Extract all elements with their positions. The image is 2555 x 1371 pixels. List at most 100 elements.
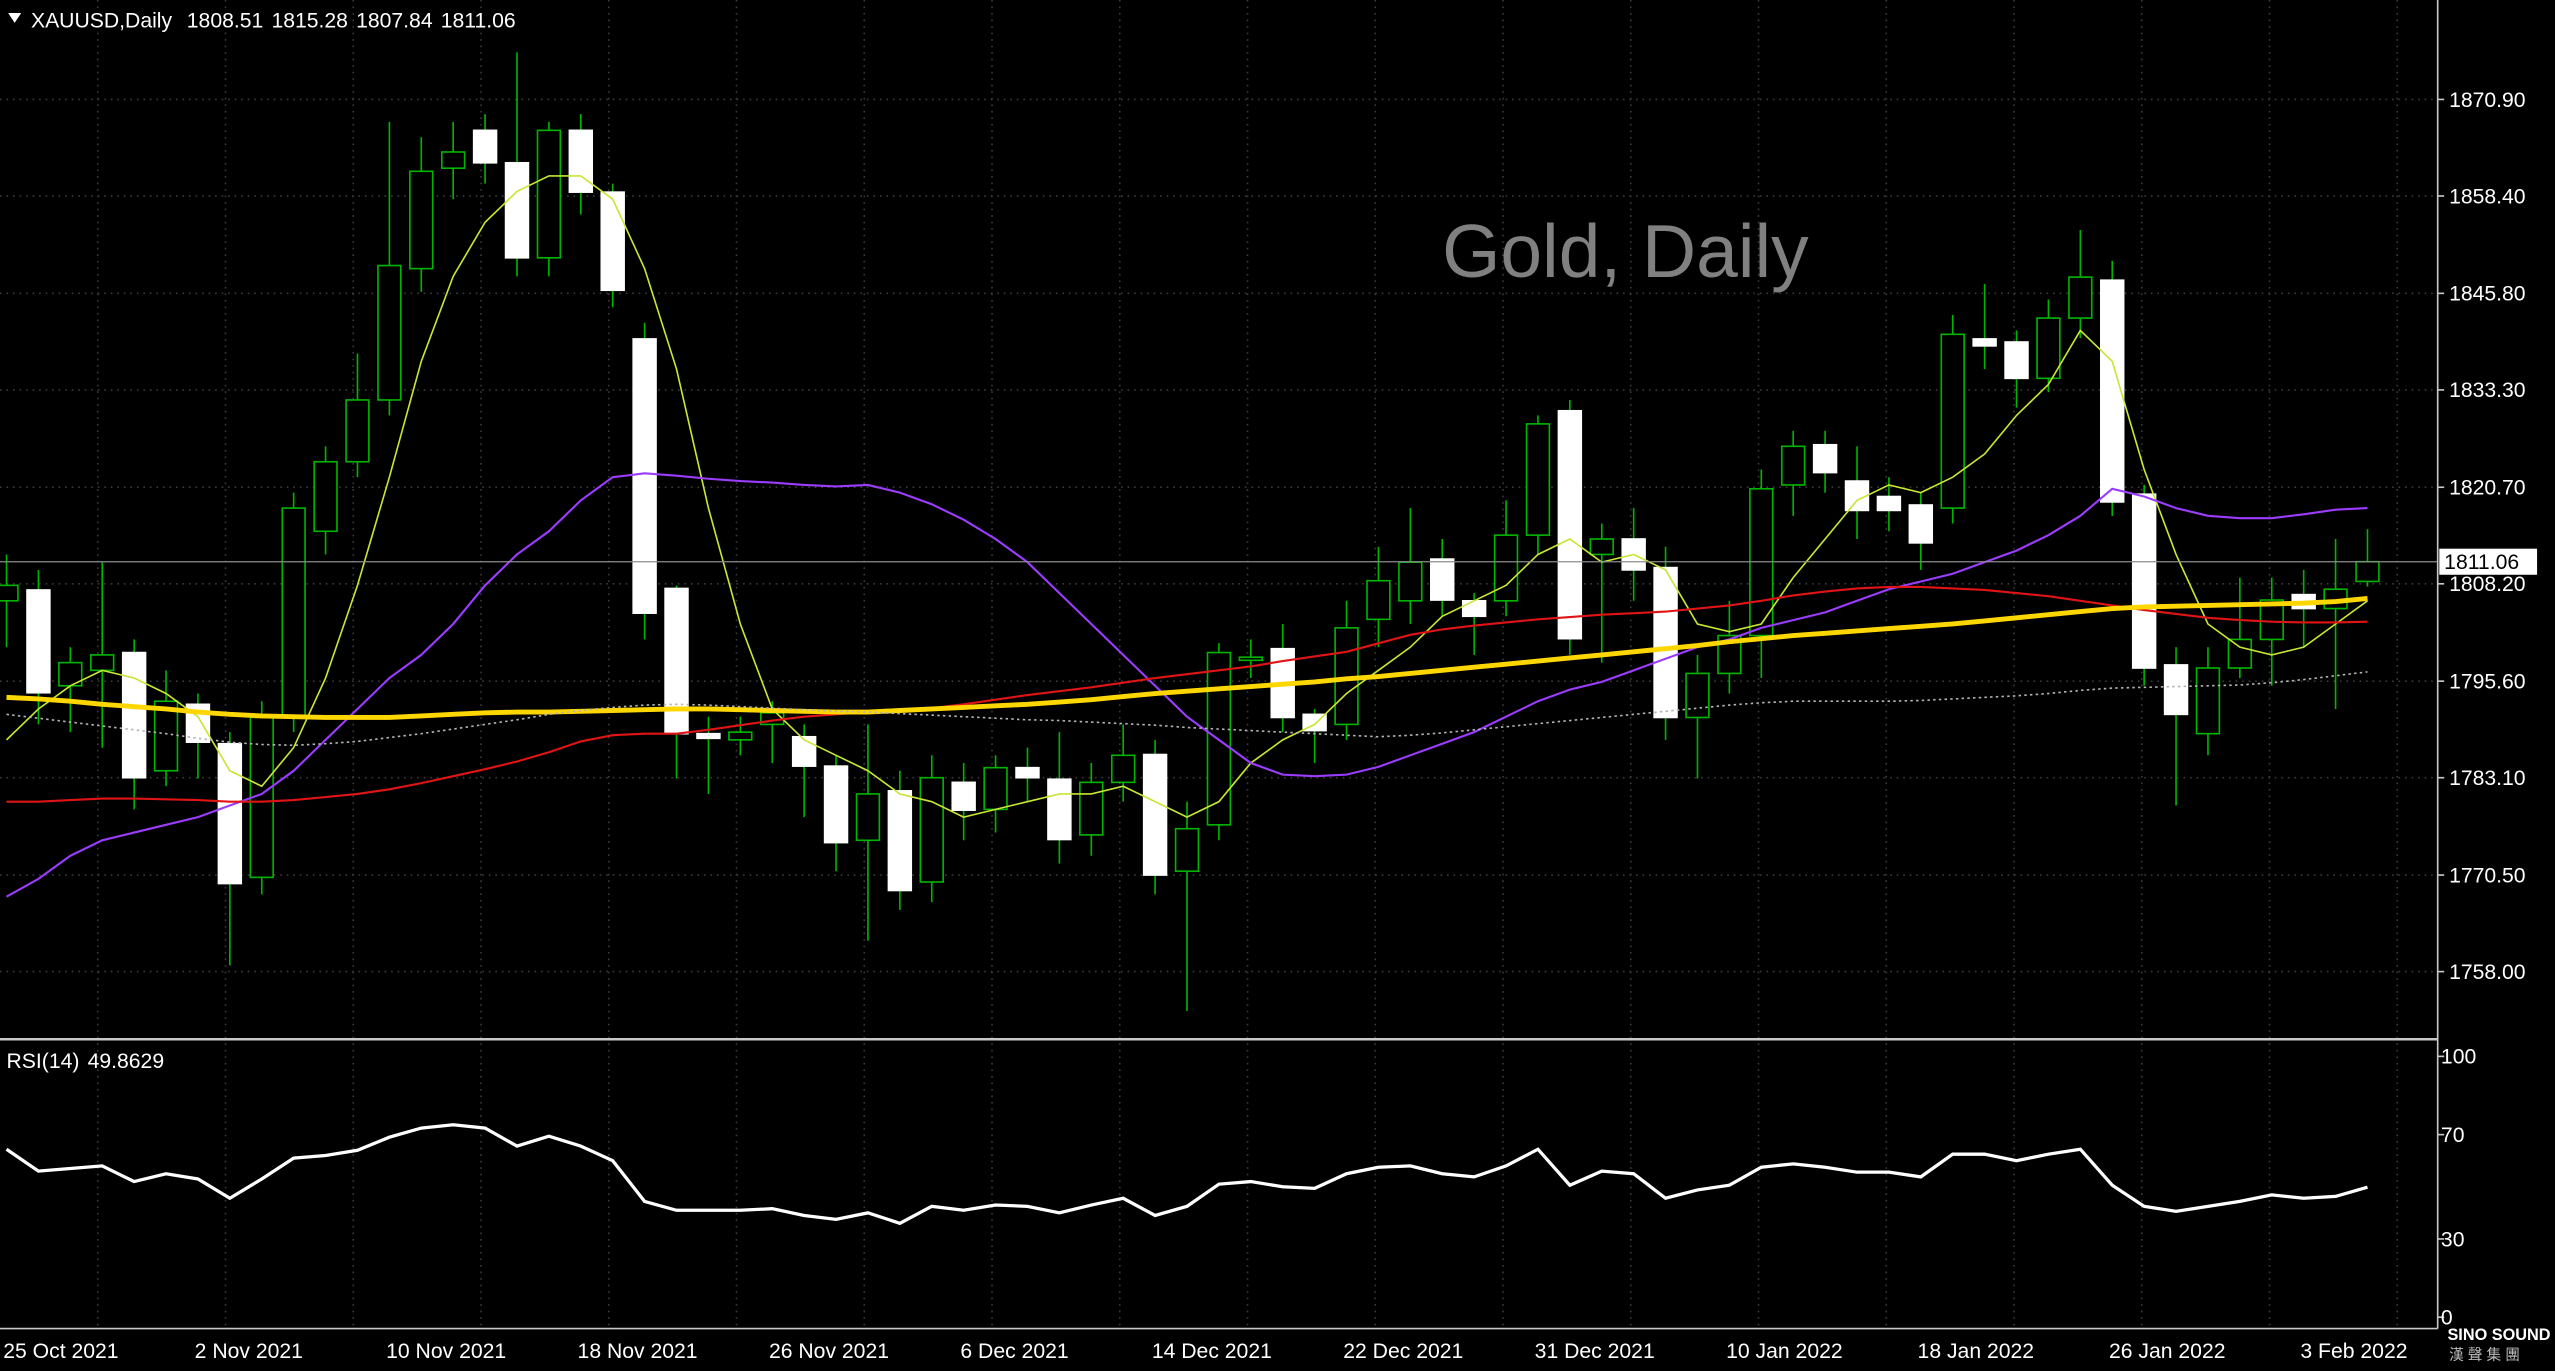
watermark-title: Gold, Daily	[1442, 209, 1809, 293]
y-tick-label: 0	[2441, 1307, 2453, 1330]
candle-body	[2227, 638, 2253, 669]
candle-body	[791, 735, 817, 767]
candle-body	[919, 776, 944, 883]
header: XAUUSD,Daily 1808.51 1815.28 1807.84 1811.06	[31, 10, 516, 33]
x-tick-label: 18 Jan 2022	[1918, 1340, 2035, 1363]
candle-body	[90, 654, 115, 672]
candle-body	[728, 731, 753, 741]
y-tick-label: 1795.60	[2449, 670, 2526, 693]
candle-body	[1398, 561, 1423, 602]
candle-body	[2100, 279, 2125, 503]
candle-body	[1525, 423, 1551, 536]
candle-body	[1653, 566, 1678, 719]
candle-body	[1557, 409, 1583, 640]
candle-body	[121, 651, 147, 779]
y-tick-label: 70	[2441, 1124, 2465, 1147]
y-tick-label: 1808.20	[2449, 573, 2526, 596]
y-tick-label: 1858.40	[2449, 185, 2526, 208]
header-arrow	[8, 13, 22, 23]
candle-body	[1940, 333, 1965, 509]
candle-body	[2131, 493, 2157, 669]
x-tick-label: 2 Nov 2021	[195, 1340, 303, 1363]
candle-body	[1972, 338, 1997, 347]
candle-body	[1110, 754, 1136, 784]
header-low: 1807.84	[356, 10, 433, 33]
symbol: XAUUSD,Daily	[31, 10, 173, 33]
candle-body	[823, 765, 849, 844]
y-tick-label: 1820.70	[2449, 477, 2526, 500]
candle-body	[887, 790, 913, 892]
candle-body	[2355, 560, 2380, 583]
ma-line	[6, 585, 2368, 803]
candle-body	[313, 460, 338, 533]
y-tick-label: 1783.10	[2449, 767, 2526, 790]
candle-body	[855, 793, 881, 842]
header-open: 1808.51	[187, 10, 264, 33]
x-tick-label: 14 Dec 2021	[1152, 1340, 1272, 1363]
candle-body	[1812, 443, 1838, 474]
x-tick-label: 18 Nov 2021	[578, 1340, 698, 1363]
marks: 1870.90 1858.40 1845.80 1833.30 1820.70 1808.…	[0, 52, 2538, 1363]
candle-body	[345, 399, 370, 463]
candle-body	[568, 129, 594, 193]
candle-body	[696, 732, 721, 740]
candle-body	[472, 129, 498, 164]
candle-body	[1685, 672, 1710, 719]
candle-body	[2004, 341, 2029, 380]
rsi-line	[5, 1123, 2368, 1226]
header-high: 1815.28	[271, 10, 348, 33]
candle-body	[2068, 276, 2093, 319]
y-tick-label: 100	[2441, 1046, 2476, 1069]
x-tick-label: 3 Feb 2022	[2300, 1340, 2407, 1363]
candle-body	[632, 338, 657, 614]
candle-body	[26, 589, 51, 694]
candle-body	[1461, 599, 1487, 618]
candle-body	[217, 742, 243, 885]
candle-body	[1908, 504, 1934, 544]
ma-line	[6, 472, 2368, 898]
candle-body	[1493, 534, 1519, 602]
candle-body	[2163, 664, 2189, 716]
candle-body	[600, 191, 625, 292]
candle-body	[1015, 766, 1040, 779]
price-box	[2439, 548, 2538, 575]
x-tick-label: 22 Dec 2021	[1343, 1340, 1463, 1363]
y-tick-label: 1870.90	[2449, 89, 2526, 112]
candle-body	[1589, 538, 1614, 556]
candle-body	[1079, 781, 1104, 836]
y-tick-label: 1770.50	[2449, 864, 2526, 887]
logo-subtitle: 漢 聲 集 團	[2449, 1347, 2520, 1364]
candle-body	[409, 170, 434, 270]
x-tick-label: 26 Jan 2022	[2109, 1340, 2226, 1363]
candle-body	[1142, 753, 1168, 876]
y-tick-label: 30	[2441, 1228, 2465, 1251]
y-tick-label: 1833.30	[2449, 379, 2526, 402]
ma-line	[5, 175, 2368, 819]
candle-body	[377, 264, 402, 401]
candle-body	[2259, 599, 2284, 641]
candle-body	[440, 151, 466, 170]
x-tick-label: 10 Nov 2021	[386, 1340, 506, 1363]
y-tick-label: 1758.00	[2449, 961, 2526, 984]
candle-body	[983, 766, 1008, 811]
candle-body	[2036, 317, 2061, 380]
x-tick-label: 25 Oct 2021	[3, 1340, 118, 1363]
candle-body	[1780, 445, 1806, 486]
candle-body	[504, 161, 530, 259]
candle-body	[1366, 579, 1391, 621]
y-tick-label: 1845.80	[2449, 283, 2526, 306]
ma-line	[6, 596, 2368, 720]
ma-line	[6, 671, 2368, 747]
candle-body	[664, 587, 689, 735]
candle-body	[0, 584, 19, 602]
rsi-value: 49.8629	[88, 1050, 165, 1073]
candle-body	[951, 781, 976, 811]
x-tick-label: 31 Dec 2021	[1535, 1340, 1655, 1363]
x-tick-label: 26 Nov 2021	[769, 1340, 889, 1363]
candle-body	[1717, 634, 1742, 675]
rsi-title: RSI(14) 49.8629	[7, 1050, 165, 1073]
candle-body	[281, 507, 306, 718]
candle-body	[2195, 667, 2221, 735]
